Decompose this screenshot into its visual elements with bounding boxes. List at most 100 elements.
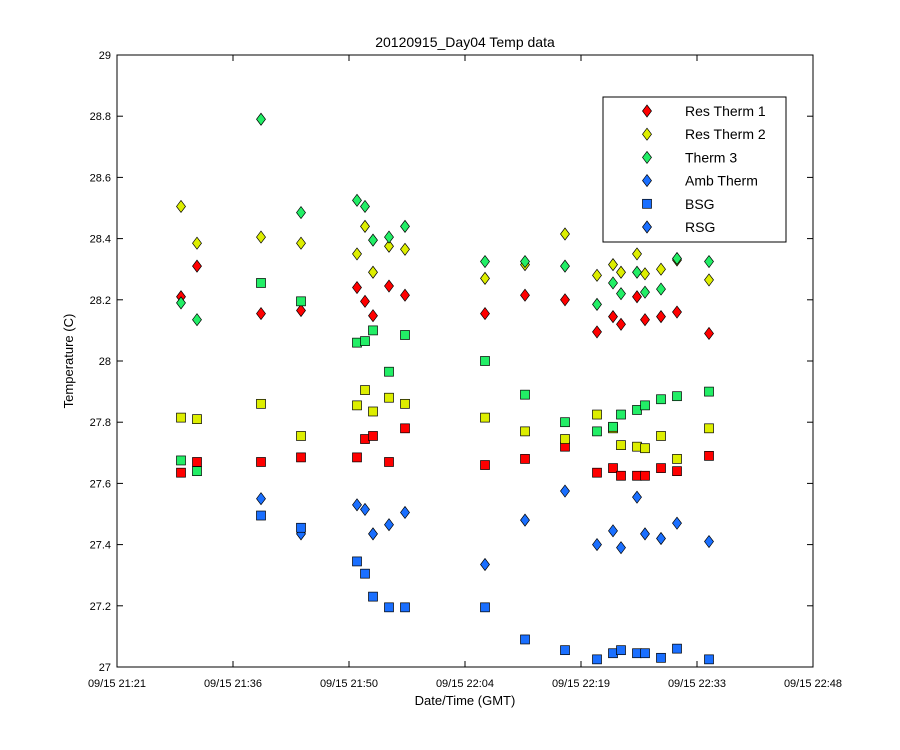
data-point — [520, 389, 530, 400]
data-point — [616, 541, 626, 555]
data-point — [672, 643, 682, 654]
data-point — [560, 434, 570, 444]
data-point — [672, 251, 682, 266]
data-point — [656, 531, 666, 546]
legend-label: RSG — [685, 219, 715, 235]
data-point — [256, 112, 266, 126]
legend-label: Res Therm 1 — [685, 103, 766, 119]
data-point — [640, 470, 650, 481]
series-group — [176, 278, 714, 477]
data-point — [592, 297, 602, 311]
data-point — [256, 306, 266, 321]
data-point — [640, 285, 650, 299]
data-point — [384, 457, 394, 467]
data-point — [640, 648, 650, 659]
data-point — [560, 259, 570, 273]
data-point — [608, 463, 618, 473]
data-point — [592, 538, 602, 552]
y-tick-label: 27.8 — [90, 417, 111, 429]
series-group — [176, 385, 714, 464]
data-point — [480, 306, 490, 321]
data-point — [616, 409, 626, 420]
data-point — [256, 492, 266, 506]
x-tick-label: 09/15 22:33 — [668, 678, 726, 690]
x-tick-label: 09/15 21:36 — [204, 678, 262, 690]
data-point — [368, 527, 378, 541]
data-point — [352, 556, 362, 567]
data-point — [192, 414, 202, 424]
data-point — [656, 431, 666, 441]
data-point — [640, 443, 650, 454]
data-point — [672, 466, 682, 477]
data-point — [480, 557, 490, 572]
data-point — [192, 466, 202, 477]
data-point — [360, 385, 370, 395]
data-point — [640, 400, 650, 411]
data-point — [520, 254, 530, 269]
data-point — [616, 440, 626, 450]
data-point — [400, 330, 410, 340]
data-point — [360, 219, 370, 233]
data-point — [296, 206, 306, 220]
data-point — [368, 265, 378, 279]
data-point — [608, 258, 618, 272]
data-point — [480, 460, 490, 470]
data-point — [592, 654, 602, 665]
data-point — [672, 391, 682, 402]
y-tick-label: 27.4 — [90, 540, 111, 552]
data-point — [384, 230, 394, 244]
legend: Res Therm 1 Res Therm 2 Therm 3 Amb Therm BS… — [602, 96, 787, 243]
data-point — [632, 290, 642, 304]
data-point — [592, 409, 602, 420]
data-point — [616, 287, 626, 301]
data-point — [368, 431, 378, 441]
series-group — [176, 199, 714, 287]
y-axis-label: Temperature (C) — [61, 314, 76, 409]
data-point — [352, 452, 362, 463]
y-tick-label: 28 — [99, 356, 111, 368]
data-point — [400, 242, 410, 256]
data-point — [560, 293, 570, 307]
data-point — [352, 400, 362, 411]
data-point — [360, 294, 370, 308]
data-point — [560, 227, 570, 241]
data-point — [352, 193, 362, 207]
data-point — [192, 259, 202, 273]
x-tick-label: 09/15 22:48 — [784, 678, 842, 690]
data-point — [656, 282, 666, 296]
data-point — [656, 463, 666, 473]
y-tick-label: 28.2 — [90, 295, 111, 307]
data-point — [672, 454, 682, 464]
x-tick-label: 09/15 21:21 — [88, 678, 146, 690]
data-point — [656, 652, 666, 663]
data-point — [520, 634, 530, 645]
data-point — [520, 454, 530, 464]
data-point — [192, 457, 202, 467]
data-point — [176, 467, 186, 478]
data-point — [400, 219, 410, 233]
data-point — [360, 336, 370, 346]
data-point — [616, 317, 626, 331]
data-point — [384, 602, 394, 613]
data-point — [520, 513, 530, 527]
data-point — [640, 267, 650, 281]
x-tick-label: 09/15 22:04 — [436, 678, 494, 690]
data-point — [192, 236, 202, 250]
data-point — [296, 452, 306, 463]
data-point — [592, 426, 602, 437]
data-point — [352, 247, 362, 261]
data-point — [360, 434, 370, 444]
x-tick-label: 09/15 22:19 — [552, 678, 610, 690]
data-point — [400, 288, 410, 302]
data-point — [640, 313, 650, 327]
data-point — [192, 313, 202, 327]
data-point — [368, 325, 378, 336]
axis-ticks: 09/15 21:21 09/15 21:36 09/15 21:50 09/15 2… — [88, 50, 842, 690]
data-point — [256, 510, 266, 521]
data-points — [176, 112, 714, 665]
legend-box — [602, 96, 787, 243]
data-point — [256, 230, 266, 244]
data-point — [704, 534, 714, 549]
data-point — [296, 303, 306, 318]
